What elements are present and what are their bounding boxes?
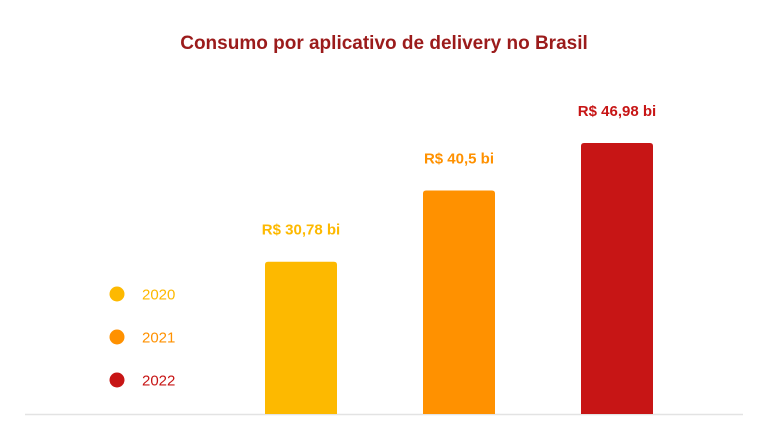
bar-2021 xyxy=(423,190,495,414)
chart-title: Consumo por aplicativo de delivery no Br… xyxy=(180,33,588,54)
legend-marker-2021 xyxy=(109,329,125,345)
legend-label-2022: 2022 xyxy=(142,373,175,390)
data-label-2022: R$ 46,98 bi xyxy=(578,103,656,120)
legend-marker-2022 xyxy=(109,372,125,388)
legend-label-2020: 2020 xyxy=(142,287,175,304)
bar-2022 xyxy=(581,143,653,414)
data-label-2021: R$ 40,5 bi xyxy=(424,150,494,167)
legend-marker-2020 xyxy=(109,286,125,302)
legend-label-2021: 2021 xyxy=(142,330,175,347)
bar-2020 xyxy=(265,261,337,414)
data-label-2020: R$ 30,78 bi xyxy=(262,222,340,239)
